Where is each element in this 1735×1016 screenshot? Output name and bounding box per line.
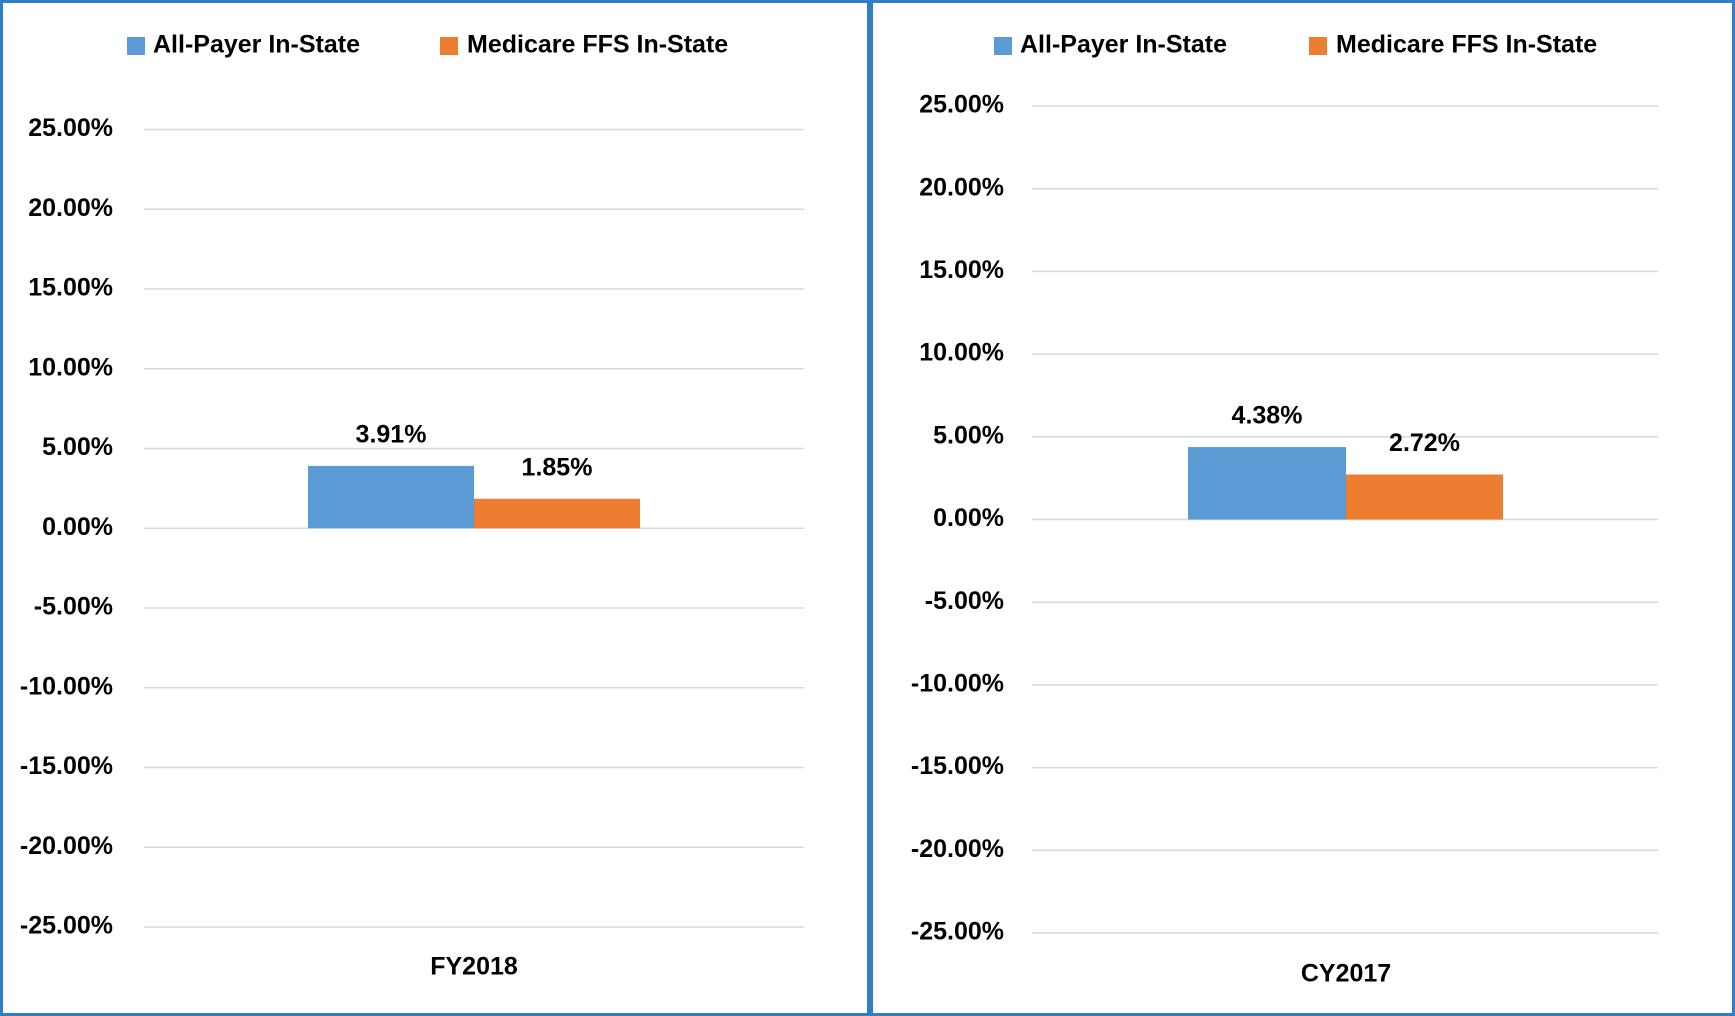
bar	[474, 498, 640, 529]
panel-border	[870, 0, 1735, 1016]
y-tick-label: 25.00%	[919, 91, 1004, 119]
y-tick-label: -20.00%	[20, 832, 113, 860]
y-tick-label: 15.00%	[28, 274, 113, 302]
legend-swatch	[1309, 37, 1327, 55]
legend-label: All-Payer In-State	[153, 31, 360, 59]
y-tick-label: 5.00%	[42, 433, 113, 461]
data-label: 3.91%	[356, 420, 427, 448]
data-label: 4.38%	[1232, 402, 1303, 430]
y-tick-label: 10.00%	[919, 339, 1004, 367]
data-label: 1.85%	[522, 453, 593, 481]
legend-swatch	[440, 37, 458, 55]
legend-swatch	[127, 37, 145, 55]
y-tick-label: -10.00%	[20, 672, 113, 700]
y-tick-label: -20.00%	[911, 835, 1004, 863]
y-tick-label: 5.00%	[933, 421, 1004, 449]
y-tick-label: -15.00%	[911, 752, 1004, 780]
y-tick-label: 25.00%	[28, 114, 113, 142]
x-tick-label: CY2017	[1301, 960, 1391, 988]
y-tick-label: 15.00%	[919, 256, 1004, 284]
y-tick-label: -25.00%	[911, 918, 1004, 946]
y-tick-label: -5.00%	[925, 587, 1004, 615]
y-tick-label: 20.00%	[919, 173, 1004, 201]
y-tick-label: 10.00%	[28, 353, 113, 381]
legend-label: Medicare FFS In-State	[467, 31, 728, 59]
y-tick-label: 0.00%	[933, 504, 1004, 532]
bar	[1188, 447, 1346, 520]
bar	[308, 465, 474, 529]
y-tick-label: -10.00%	[911, 670, 1004, 698]
legend-swatch	[994, 37, 1012, 55]
y-tick-label: 0.00%	[42, 513, 113, 541]
data-label: 2.72%	[1389, 429, 1460, 457]
x-tick-label: FY2018	[430, 953, 518, 981]
y-tick-label: -25.00%	[20, 912, 113, 940]
y-tick-label: 20.00%	[28, 194, 113, 222]
legend-label: All-Payer In-State	[1020, 31, 1227, 59]
bar	[1346, 474, 1503, 520]
y-tick-label: -5.00%	[34, 593, 113, 621]
panel-border	[0, 0, 870, 1016]
legend-label: Medicare FFS In-State	[1336, 31, 1597, 59]
y-tick-label: -15.00%	[20, 752, 113, 780]
